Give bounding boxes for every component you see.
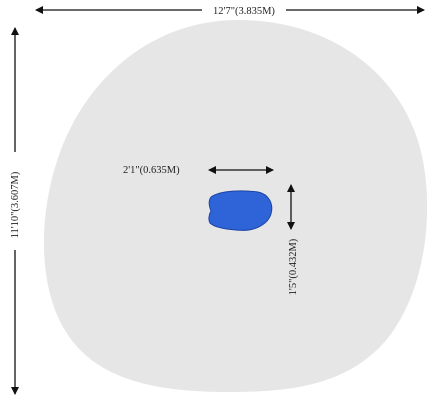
object-width-label: 2'1"(0.635M)	[123, 165, 180, 176]
room-width-label: 12'7"(3.835M)	[213, 6, 275, 17]
object-depth-label: 1'5"(0.432M)	[288, 238, 299, 295]
room-depth-label: 11'10"(3.607M)	[10, 171, 21, 238]
object-blob	[208, 190, 273, 231]
